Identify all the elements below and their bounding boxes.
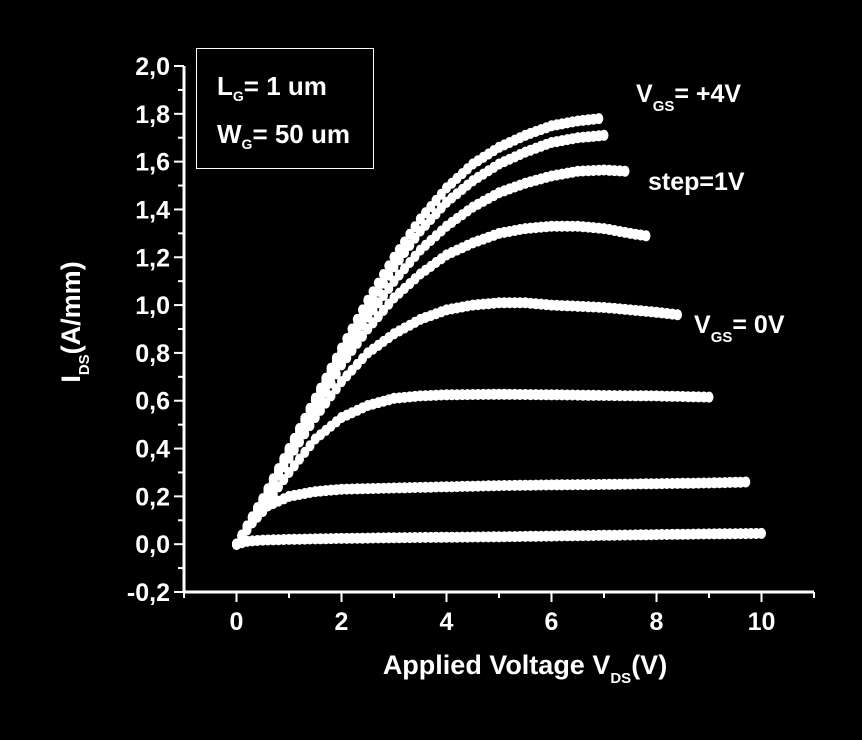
x-tick-label: 6 [545,608,559,636]
y-tick-label: 1,2 [135,244,170,272]
data-point [394,244,404,256]
data-point [310,392,320,404]
data-point [263,483,273,495]
device-parameters-box: LG= 1 um WG= 50 um [196,48,374,169]
y-axis-title: IDS(A/mm) [56,261,93,382]
series-vgs-curve [232,113,604,550]
data-point [704,391,714,403]
series-vgs-curve [232,388,714,550]
y-tick-label: 0,6 [135,388,170,416]
data-point [384,260,394,272]
data-point [300,412,310,424]
vgs-max-annotation: VGS= +4V [636,80,741,115]
data-point [741,476,751,488]
data-point [363,294,373,306]
data-point [641,230,651,242]
y-axis-ticks: -0,2 0,0 0,2 0,4 0,6 0,8 1,0 1,2 1,4 1,6 1,8 2,0 [127,53,184,607]
series-vgs-curve [232,527,766,550]
data-point [232,538,241,550]
data-point [316,382,325,394]
data-point [373,277,383,289]
vgs-min-annotation: VGS= 0V [694,311,785,346]
data-point [389,251,399,263]
data-point [337,342,346,354]
data-point [342,333,352,345]
data-point [599,129,609,141]
data-point [247,511,257,523]
step-annotation: step=1V [648,168,745,196]
data-point [347,323,357,335]
data-point [258,493,268,505]
data-point [757,527,766,539]
y-tick-label: -0,2 [127,579,170,607]
data-point [400,236,409,248]
y-tick-label: 1,6 [135,149,170,177]
data-markers [232,113,766,550]
y-tick-label: 1,0 [135,292,170,320]
data-point [352,313,362,325]
x-axis-title: Applied Voltage VDS(V) [383,650,667,687]
data-point [274,463,283,475]
data-point [326,362,336,374]
data-point [253,502,262,514]
x-tick-label: 0 [230,608,244,636]
x-tick-label: 8 [650,608,664,636]
gate-width-label: WG= 50 um [217,119,350,152]
data-point [321,372,331,384]
y-tick-label: 0,0 [135,531,170,559]
data-point [379,269,388,280]
y-tick-label: 0,8 [135,340,170,368]
data-point [295,423,304,434]
data-point [279,453,289,465]
data-point [242,520,252,532]
x-tick-label: 4 [440,608,454,636]
data-point [673,309,682,321]
data-point [405,228,415,240]
y-tick-label: 1,8 [135,101,170,129]
x-tick-label: 2 [335,608,349,636]
data-point [284,443,294,454]
data-point [594,113,604,125]
y-tick-label: 1,4 [135,196,170,224]
data-point [620,165,630,177]
x-tick-label: 10 [748,608,776,636]
data-point [358,304,367,316]
y-tick-label: 2,0 [135,53,170,81]
y-tick-label: 0,4 [135,436,170,464]
data-point [305,402,315,414]
data-point [331,352,341,364]
data-point [289,433,299,444]
y-tick-label: 0,2 [135,483,170,511]
data-point [410,221,420,233]
series-vgs-curve [232,476,751,550]
gate-length-label: LG= 1 um [217,71,327,104]
data-point [237,529,247,541]
x-axis-ticks: 0 2 4 6 8 10 [183,592,815,636]
data-point [368,286,378,298]
data-point [268,473,278,485]
